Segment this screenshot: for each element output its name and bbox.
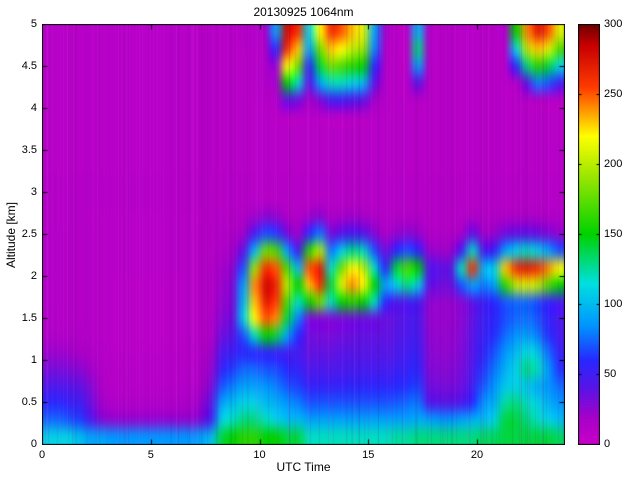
colorbar-tick-label: 50 bbox=[604, 368, 617, 380]
y-tick-label: 4 bbox=[30, 102, 37, 114]
y-tick-label: 0 bbox=[30, 438, 37, 450]
colorbar-canvas bbox=[578, 24, 600, 445]
colorbar-tick-label: 300 bbox=[604, 18, 623, 30]
y-tick-label: 5 bbox=[30, 18, 37, 30]
y-tick-label: 2 bbox=[30, 270, 37, 282]
y-tick-label: 0.5 bbox=[21, 396, 37, 408]
colorbar-tick-label: 150 bbox=[604, 228, 623, 240]
x-tick-label: 15 bbox=[362, 449, 375, 461]
x-tick-label: 0 bbox=[38, 449, 46, 461]
y-tick-label: 3.5 bbox=[21, 144, 37, 156]
colorbar-tick-label: 100 bbox=[604, 298, 623, 310]
y-tick-label: 2.5 bbox=[21, 228, 37, 240]
colorbar-tick-label: 0 bbox=[604, 438, 611, 450]
x-tick-label: 10 bbox=[253, 449, 266, 461]
colorbar-tick-label: 200 bbox=[604, 158, 623, 170]
y-tick-label: 4.5 bbox=[21, 60, 37, 72]
heatmap-canvas bbox=[42, 24, 565, 445]
y-tick-label: 1.5 bbox=[21, 312, 37, 324]
x-axis-label: UTC Time bbox=[276, 460, 331, 474]
x-tick-label: 5 bbox=[147, 449, 154, 461]
x-tick-label: 20 bbox=[470, 449, 484, 461]
chart-title: 20130925 1064nm bbox=[253, 5, 354, 19]
colorbar-tick-label: 250 bbox=[604, 88, 623, 100]
y-tick-label: 3 bbox=[30, 186, 37, 198]
y-tick-label: 1 bbox=[30, 354, 37, 366]
